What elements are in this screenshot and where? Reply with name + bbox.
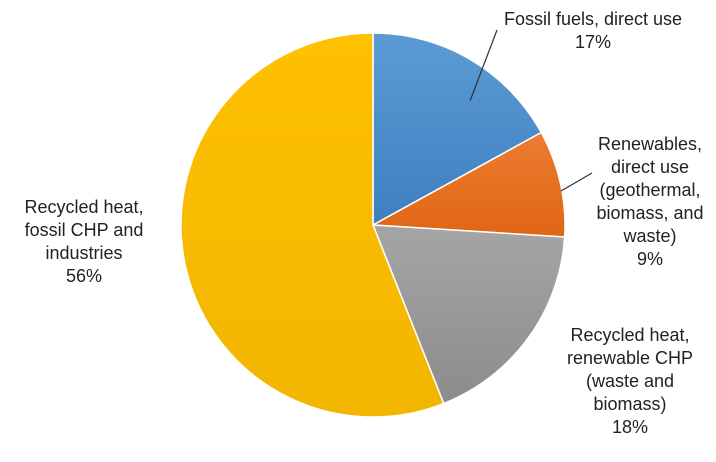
- slice-label-text: Recycled heat,: [24, 197, 144, 217]
- slice-label-renewables: Renewables, direct use (geothermal, biom…: [580, 133, 716, 271]
- slice-label-text: Recycled heat,: [570, 325, 690, 345]
- slice-label-text: waste): [623, 226, 677, 246]
- slice-percent: 9%: [636, 249, 663, 269]
- slice-percent: 17%: [574, 32, 612, 52]
- pie-slice-0: [372, 32, 543, 227]
- slice-label-text: Renewables,: [597, 134, 703, 154]
- slice-label-text: (waste and: [585, 371, 675, 391]
- slice-label-text: fossil CHP and: [24, 220, 144, 240]
- slice-label-text: biomass, and: [596, 203, 704, 223]
- slice-percent: 56%: [65, 266, 103, 286]
- pie-slice-1: [370, 131, 566, 238]
- slice-label-text: (geothermal,: [599, 180, 701, 200]
- pie-slices: [180, 32, 566, 418]
- slice-percent: 18%: [611, 417, 649, 437]
- pie-slice-3: [180, 32, 445, 418]
- slice-label-fossil-fuels: Fossil fuels, direct use 17%: [458, 8, 716, 54]
- leader-line-renewables: [560, 172, 593, 192]
- slice-label-text: biomass): [593, 394, 667, 414]
- slice-label-text: renewable CHP: [566, 348, 694, 368]
- slice-label-text: Fossil fuels, direct use: [503, 9, 683, 29]
- pie-slice-2: [371, 224, 566, 405]
- slice-label-text: direct use: [610, 157, 690, 177]
- slice-label-renewable-chp: Recycled heat, renewable CHP (waste and …: [535, 324, 716, 439]
- leader-lines: [469, 29, 593, 192]
- slice-label-text: industries: [45, 243, 123, 263]
- slice-label-fossil-chp: Recycled heat, fossil CHP and industries…: [0, 196, 168, 288]
- leader-line-fossil-fuels: [469, 29, 498, 102]
